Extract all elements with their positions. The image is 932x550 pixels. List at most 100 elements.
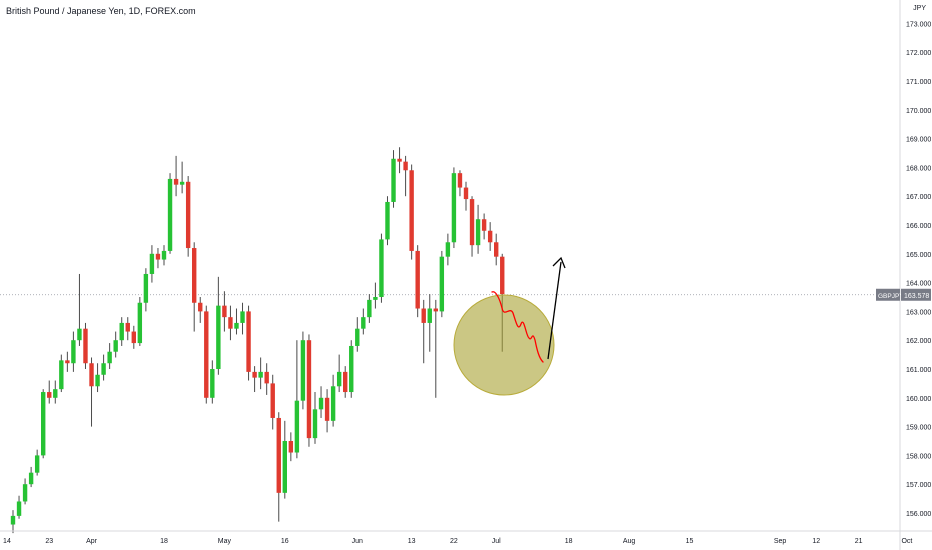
candle-down [131, 331, 136, 344]
candle-up [16, 501, 22, 516]
candle-down [433, 308, 438, 312]
candle-up [282, 441, 287, 493]
candle-down [173, 178, 179, 185]
time-tick-label: Sep [774, 538, 787, 545]
candle-up [119, 322, 124, 341]
price-tick-label: 163.000 [906, 309, 931, 316]
price-tick-label: 157.000 [906, 482, 931, 489]
arrow-head [552, 256, 566, 269]
currency-label: JPY [913, 5, 926, 12]
candle-down [494, 242, 499, 257]
candle-down [457, 173, 463, 188]
candle-down [343, 371, 348, 393]
time-tick-label: 22 [450, 538, 458, 545]
candle-down [252, 371, 257, 378]
price-tick-label: 156.000 [906, 511, 931, 518]
candle-down [500, 256, 505, 295]
price-tick-label: 168.000 [906, 165, 931, 172]
candle-up [161, 250, 167, 260]
candle-down [204, 311, 209, 398]
price-tick-label: 171.000 [906, 79, 931, 86]
candle-down [246, 311, 251, 372]
candle-up [312, 409, 318, 439]
candle-down [198, 302, 203, 312]
candle-up [240, 311, 245, 323]
candle-up [330, 386, 336, 421]
candle-down [125, 322, 130, 332]
candle-up [41, 392, 46, 456]
candle-up [385, 201, 390, 240]
candle-down [264, 371, 269, 384]
candle-down [185, 181, 191, 249]
candle-up [34, 455, 40, 473]
time-tick-label: 18 [160, 538, 168, 545]
price-tick-label: 172.000 [906, 50, 931, 57]
candle-down [83, 328, 88, 364]
forecast-arrow [547, 261, 562, 360]
symbol-badge-label: GBPJPY [878, 293, 904, 300]
candle-down [469, 199, 475, 246]
candle-down [487, 230, 493, 243]
candle-down [222, 305, 227, 318]
candle-up [355, 328, 360, 346]
candle-down [288, 441, 294, 453]
symbol-badge-bg [876, 288, 900, 301]
candles-layer [10, 147, 505, 534]
candle-down [228, 317, 233, 329]
price-tick-label: 169.000 [906, 137, 931, 144]
time-tick-label: 12 [812, 538, 820, 545]
candle-up [379, 239, 384, 297]
candle-up [367, 299, 372, 318]
candle-up [439, 256, 445, 312]
candle-up [71, 340, 76, 364]
candle-up [349, 345, 354, 393]
time-tick-label: 18 [565, 538, 573, 545]
candle-up [294, 400, 300, 453]
time-tick-label: Apr [86, 538, 98, 545]
time-tick-label: Oct [901, 538, 912, 545]
candle-up [113, 340, 118, 352]
candle-down [481, 219, 487, 231]
candle-up [53, 389, 58, 398]
candle-down [306, 340, 312, 439]
price-tick-label: 170.000 [906, 108, 931, 115]
time-tick-label: 23 [45, 538, 53, 545]
candle-up [101, 363, 106, 375]
candle-down [409, 170, 414, 251]
candle-down [276, 417, 281, 493]
candle-up [361, 317, 366, 329]
candle-up [149, 253, 155, 274]
time-tick-label: 16 [281, 538, 289, 545]
candle-up [167, 178, 173, 251]
candle-up [179, 181, 185, 185]
candle-up [318, 397, 324, 410]
candle-down [421, 308, 426, 323]
price-tick-label: 159.000 [906, 425, 931, 432]
price-tick-label: 165.000 [906, 252, 931, 259]
candle-down [89, 363, 94, 387]
time-tick-label: Jul [492, 538, 501, 545]
last-price-badge: GBPJPY 163.578 [876, 288, 931, 301]
highlight-circle [453, 294, 555, 396]
price-tick-label: 173.000 [906, 21, 931, 28]
last-price-label: 163.578 [904, 293, 929, 300]
time-tick-label: Aug [623, 538, 636, 545]
time-tick-label: Jun [352, 538, 363, 545]
candle-up [28, 472, 34, 485]
price-tick-label: 164.000 [906, 281, 931, 288]
candle-up [216, 305, 221, 369]
candle-down [65, 360, 70, 364]
candle-up [95, 374, 100, 387]
candle-down [403, 161, 408, 171]
price-tick-label: 160.000 [906, 396, 931, 403]
price-tick-label: 158.000 [906, 453, 931, 460]
candle-down [324, 397, 330, 421]
candle-down [397, 158, 402, 162]
time-tick-label: 15 [686, 538, 694, 545]
time-tick-label: 13 [408, 538, 416, 545]
time-tick-label: 21 [855, 538, 863, 545]
candle-down [155, 253, 161, 260]
price-tick-label: 161.000 [906, 367, 931, 374]
candle-up [451, 173, 457, 243]
